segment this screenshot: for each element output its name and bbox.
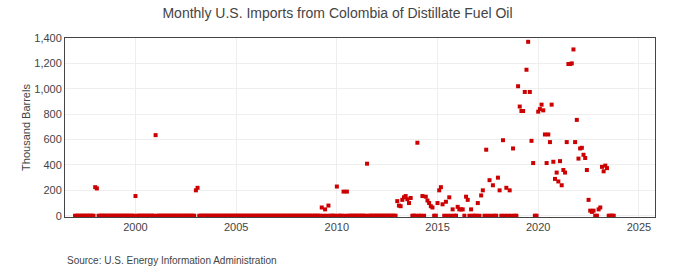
svg-text:1,000: 1,000 (34, 83, 62, 95)
svg-text:200: 200 (43, 184, 61, 196)
svg-text:400: 400 (43, 159, 61, 171)
svg-text:2005: 2005 (224, 221, 248, 233)
svg-text:Monthly U.S. Imports from Colo: Monthly U.S. Imports from Colombia of Di… (162, 5, 512, 21)
svg-text:0: 0 (56, 210, 62, 222)
svg-text:600: 600 (43, 133, 61, 145)
svg-text:1,200: 1,200 (34, 57, 62, 69)
svg-text:Thousand Barrels: Thousand Barrels (20, 84, 32, 171)
svg-text:Source: U.S. Energy Informatio: Source: U.S. Energy Information Administ… (67, 255, 277, 266)
svg-text:2000: 2000 (123, 221, 147, 233)
svg-text:2025: 2025 (627, 221, 651, 233)
svg-text:2015: 2015 (425, 221, 449, 233)
svg-text:2020: 2020 (526, 221, 550, 233)
svg-text:2010: 2010 (325, 221, 349, 233)
svg-text:1,400: 1,400 (34, 32, 62, 44)
svg-text:800: 800 (43, 108, 61, 120)
